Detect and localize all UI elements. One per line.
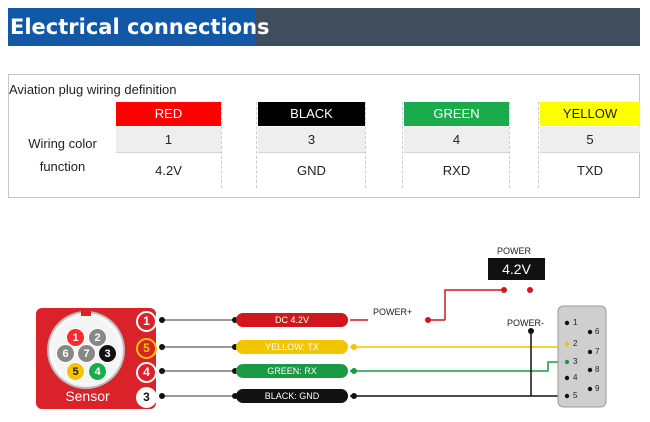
db9-pin-number: 7 xyxy=(595,347,600,356)
sensor-pin: 1 xyxy=(66,328,85,347)
table-spacer xyxy=(221,102,257,188)
function-cell: GND xyxy=(258,152,365,188)
db9-pin-number: 6 xyxy=(595,327,600,336)
row-label-line-1: Wiring color xyxy=(28,136,97,151)
function-cell: 4.2V xyxy=(116,152,221,188)
table-caption: Aviation plug wiring definition xyxy=(9,82,177,97)
table-spacer xyxy=(509,102,539,188)
section-title: Electrical connections xyxy=(8,8,270,46)
sensor-pin: 7 xyxy=(77,344,96,363)
sensor-pin: 2 xyxy=(88,328,107,347)
db9-pin-number: 3 xyxy=(573,357,578,366)
function-cell: RXD xyxy=(404,152,509,188)
color-header-yellow: YELLOW xyxy=(540,102,640,126)
sensor-block: 1 2 6 7 3 5 4 Sensor 1 5 4 3 xyxy=(36,308,157,409)
db9-pin-number: 5 xyxy=(573,391,578,400)
power-title: POWER xyxy=(497,246,532,256)
wire-label-text: DC 4.2V xyxy=(274,315,309,325)
wiring-table: Aviation plug wiring definition Wiring c… xyxy=(8,74,640,198)
wire-label-dc: DC 4.2V xyxy=(236,313,348,327)
wire-number-badge: 1 xyxy=(136,311,157,332)
wire-label-text: YELLOW: TX xyxy=(265,342,319,352)
db9-pin-number: 1 xyxy=(573,318,578,327)
wire-label-green: GREEN: RX xyxy=(236,364,348,378)
pin-number-cell: 4 xyxy=(404,127,509,152)
power-plus-label: POWER+ xyxy=(373,307,413,317)
color-header-green: GREEN xyxy=(404,102,509,126)
wire-number-badge: 4 xyxy=(136,362,157,383)
db9-pin-number: 8 xyxy=(595,365,600,374)
sensor-pin: 6 xyxy=(56,344,75,363)
power-value-box: 4.2V xyxy=(488,258,545,280)
db9-pin-number: 4 xyxy=(573,373,578,382)
wire-number-badge: 3 xyxy=(136,387,157,408)
color-header-black: BLACK xyxy=(258,102,365,126)
row-label: Wiring color function xyxy=(9,127,116,194)
sensor-label: Sensor xyxy=(65,388,110,404)
pin-number-cell: 3 xyxy=(258,127,365,152)
table-spacer xyxy=(365,102,403,188)
db9-pin-number: 9 xyxy=(595,384,600,393)
sensor-pin: 5 xyxy=(66,362,85,381)
wire-label-black: BLACK: GND xyxy=(236,389,348,403)
color-header-red: RED xyxy=(116,102,221,126)
wire-label-text: GREEN: RX xyxy=(267,366,317,376)
function-cell: TXD xyxy=(540,152,640,188)
db9-pin-number: 2 xyxy=(573,339,578,348)
power-minus-label: POWER- xyxy=(507,318,544,328)
sensor-pin: 4 xyxy=(88,362,107,381)
wire-label-yellow: YELLOW: TX xyxy=(236,340,348,354)
section-banner: Electrical connections xyxy=(8,8,640,46)
wire-number-badge: 5 xyxy=(136,338,157,359)
row-label-line-2: function xyxy=(39,159,86,174)
pin-number-cell: 1 xyxy=(116,127,221,152)
sensor-pin: 3 xyxy=(98,344,117,363)
pin-number-cell: 5 xyxy=(540,127,640,152)
wire-label-text: BLACK: GND xyxy=(264,391,320,401)
